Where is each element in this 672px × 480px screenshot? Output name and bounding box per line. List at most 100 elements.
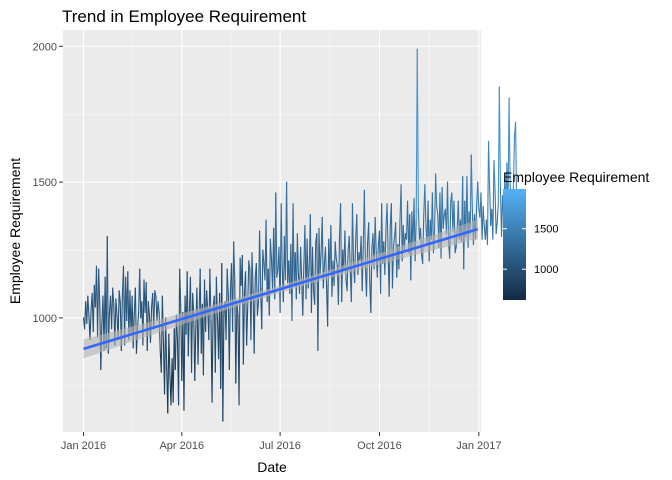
series-segment — [477, 181, 480, 210]
series-segment — [168, 333, 171, 376]
series-segment — [89, 309, 92, 341]
legend-title: Employee Requirement — [503, 169, 649, 185]
series-segment — [292, 203, 295, 286]
series-segment — [296, 233, 300, 276]
series-segment — [341, 249, 344, 303]
series-segment — [246, 306, 249, 346]
series-segment — [496, 203, 499, 224]
legend-ticks: 1000 1500 — [503, 224, 558, 276]
x-axis: Jan 2016 Apr 2016 Jul 2016 Oct 2016 Jan 2017 — [61, 432, 501, 452]
x-tick-label: Jan 2017 — [456, 440, 501, 452]
series-segment — [374, 216, 377, 254]
series-segment — [441, 186, 444, 229]
series-segment — [365, 241, 369, 297]
y-axis-title: Employee Requirement — [7, 158, 23, 304]
series-segment — [512, 135, 516, 189]
series-segment — [235, 301, 238, 384]
series-segment — [318, 227, 321, 276]
series-segment — [333, 241, 336, 286]
series-segment — [492, 159, 495, 240]
series-segment — [470, 154, 473, 210]
series-segment — [398, 219, 401, 270]
series-segment — [262, 249, 265, 265]
y-tick-label: 2000 — [33, 41, 57, 53]
series-segment — [486, 140, 490, 246]
series-segment — [416, 48, 419, 210]
series-segment — [390, 203, 393, 289]
series-segment — [147, 301, 150, 316]
series-segment — [268, 238, 271, 316]
series-segment — [214, 276, 217, 373]
series-segment — [248, 260, 251, 270]
series-segment — [494, 189, 497, 235]
series-segment — [495, 222, 498, 235]
legend-tick-label: 1000 — [534, 264, 558, 276]
grid-minor — [63, 30, 481, 432]
series-segment — [435, 173, 438, 208]
series-segment — [488, 140, 491, 189]
series-segment — [334, 241, 337, 259]
series-segment — [261, 249, 264, 330]
series-segment — [327, 238, 330, 327]
series-segment — [269, 238, 273, 259]
series-segment — [482, 206, 485, 227]
series-segment — [286, 181, 289, 284]
series-segment — [493, 159, 496, 191]
series-segment — [139, 268, 142, 319]
x-tick-label: Oct 2016 — [357, 440, 402, 452]
series-segment — [197, 314, 200, 365]
x-tick-label: Jan 2016 — [61, 440, 106, 452]
series-segment — [97, 268, 100, 338]
plot-panel — [63, 30, 481, 432]
series-segment — [238, 257, 241, 406]
series-segment — [118, 290, 121, 303]
y-tick-label: 1500 — [33, 177, 57, 189]
series-segment — [317, 227, 320, 352]
series-segment — [351, 203, 355, 262]
series-segment — [319, 252, 322, 276]
series-segment — [251, 252, 254, 292]
series-segment — [280, 203, 283, 270]
series-segment — [265, 219, 268, 303]
series-segment — [302, 263, 305, 316]
series-segment — [300, 246, 303, 281]
y-axis: 1000 1500 2000 — [33, 41, 63, 325]
series-segment — [233, 241, 236, 281]
series-segment — [311, 246, 315, 292]
series-segment — [354, 238, 357, 284]
series-segment — [276, 268, 279, 278]
series-segment — [92, 284, 95, 333]
series-segment — [256, 301, 260, 316]
y-tick-label: 1000 — [33, 313, 57, 325]
series-segment — [275, 192, 278, 278]
series-segment — [98, 268, 101, 303]
series-segment — [363, 189, 366, 267]
series-segment — [335, 257, 338, 267]
series-segment — [442, 214, 445, 229]
series-segment — [154, 290, 157, 297]
series-segment — [498, 86, 501, 189]
series-segment — [417, 208, 420, 240]
series-segment — [454, 246, 457, 254]
chart-title: Trend in Employee Requirement — [62, 7, 306, 26]
series-segment — [314, 241, 317, 305]
trend-line — [83, 227, 479, 351]
series-segment — [436, 206, 439, 216]
series-segment — [259, 230, 262, 289]
legend-tick-label: 1500 — [534, 224, 558, 236]
x-axis-title: Date — [257, 459, 287, 475]
series-segment — [111, 287, 114, 330]
series-segment — [392, 235, 396, 248]
x-tick-label: Jul 2016 — [259, 440, 301, 452]
series-segment — [134, 287, 137, 354]
series-segment — [115, 298, 118, 316]
series-segment — [190, 292, 194, 373]
series-segment — [386, 203, 389, 254]
series-segment — [157, 301, 160, 314]
series-segment — [226, 268, 229, 295]
series-segment — [489, 186, 492, 227]
series-segment — [87, 295, 90, 316]
series-segment — [211, 306, 214, 403]
legend: Employee Requirement 1000 1500 — [503, 169, 649, 300]
